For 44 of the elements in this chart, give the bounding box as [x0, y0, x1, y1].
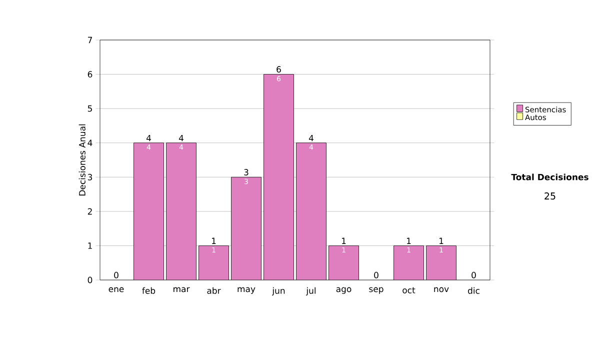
x-tick-label: mar	[174, 287, 190, 292]
y-tick-label: 4	[88, 140, 92, 146]
x-tick-label: feb	[142, 287, 156, 294]
total-label: 1	[212, 238, 216, 244]
y-tick-label: 5	[88, 105, 92, 112]
y-tick-label: 6	[88, 71, 92, 78]
y-tick-label: 3	[88, 174, 92, 180]
x-tick-label: dic	[468, 287, 480, 294]
bar	[231, 177, 262, 280]
total-label: 6	[276, 66, 281, 73]
bar	[264, 74, 294, 280]
total-label: 0	[472, 272, 476, 278]
total-label: 3	[244, 169, 248, 176]
bar	[296, 142, 326, 280]
total-label: 0	[374, 272, 378, 278]
total-label: 1	[439, 238, 444, 244]
total-label: 4	[146, 134, 151, 142]
bar	[198, 246, 229, 280]
bar	[394, 246, 424, 280]
total-label: 0	[114, 272, 118, 278]
y-tick-label: 2	[88, 208, 92, 215]
total-label: 4	[178, 134, 184, 142]
y-tick-label: 0	[88, 276, 92, 284]
x-tick-label: nov	[434, 287, 449, 292]
total-label: 4	[308, 134, 314, 142]
bar	[134, 142, 164, 280]
y-tick-label: 7	[88, 36, 92, 44]
text: 25	[544, 192, 556, 200]
text: Total Decisiones	[511, 174, 588, 180]
total-label: 1	[342, 238, 346, 244]
y-tick-label: 1	[88, 242, 92, 249]
x-tick-label: ago	[336, 287, 352, 294]
x-tick-label: may	[238, 287, 256, 294]
bar	[426, 246, 456, 280]
total-label: 1	[406, 238, 411, 244]
x-tick-label: ene	[108, 287, 124, 292]
x-tick-label: sep	[369, 287, 384, 294]
bar	[328, 246, 359, 280]
y-axis-title: Decisiones Anual	[78, 124, 86, 196]
x-tick-label: oct	[402, 287, 416, 294]
x-tick-label: jul	[306, 287, 316, 296]
x-tick-label: abr	[207, 287, 221, 294]
bar	[166, 142, 196, 280]
x-tick-label: jun	[272, 287, 285, 296]
